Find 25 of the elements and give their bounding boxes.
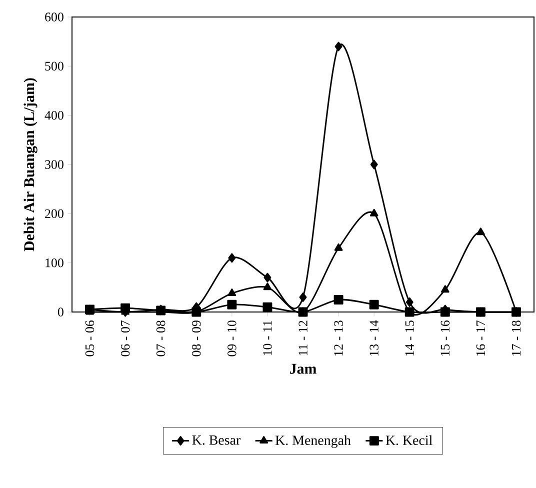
x-tick-label: 09 - 10 xyxy=(228,320,236,356)
y-tick-label: 300 xyxy=(45,160,64,169)
y-tick-label: 600 xyxy=(45,12,64,22)
x-tick-label: 12 - 13 xyxy=(334,320,343,356)
x-tick-label: 08 - 09 xyxy=(192,320,201,356)
x-tick-label: 14 - 15 xyxy=(405,320,414,356)
y-tick-label: 500 xyxy=(45,62,64,71)
x-tick-label: 10 - 11 xyxy=(263,320,272,356)
x-tick-label: 06 - 07 xyxy=(120,320,130,356)
legend-label: K. Besar xyxy=(192,435,240,445)
y-tick-label: 400 xyxy=(44,110,64,120)
x-axis-title: Jam xyxy=(290,364,316,374)
x-tick-label: 05 - 06 xyxy=(85,320,94,356)
y-tick-label: 200 xyxy=(45,209,64,218)
legend-label: K. Kecil xyxy=(386,435,432,446)
x-tick-label: 07 - 08 xyxy=(156,320,166,356)
x-tick-label: 13 - 14 xyxy=(370,320,378,356)
y-tick-label: 0 xyxy=(58,308,64,316)
x-tick-label: 15 - 16 xyxy=(440,320,450,356)
y-tick-label: 100 xyxy=(46,258,64,268)
x-tick-label: 11 - 12 xyxy=(298,320,308,356)
legend-label: K. Menengah xyxy=(275,435,351,448)
x-tick-label: 17 - 18 xyxy=(512,320,521,356)
x-tick-label: 16 - 17 xyxy=(476,320,486,356)
y-axis-title: Debit Air Buangan (L/jam) xyxy=(24,78,38,252)
